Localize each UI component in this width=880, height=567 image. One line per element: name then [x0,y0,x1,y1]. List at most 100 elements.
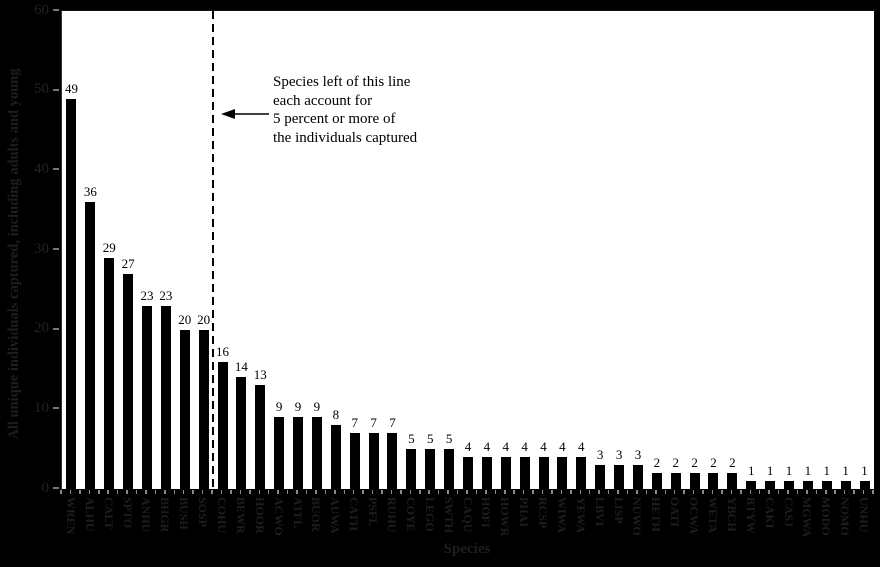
bar-value-label: 1 [804,463,812,479]
bar-value-label: 7 [351,415,358,431]
x-tick [447,490,449,494]
x-tick-label: UNHU [857,497,872,533]
x-tick-label: LBVI [592,497,607,527]
x-tick [437,490,440,494]
bar [500,457,511,489]
y-tick [53,407,59,410]
x-tick [645,490,648,494]
x-tick [352,490,355,494]
x-tick [371,490,374,494]
bar [123,273,134,489]
x-tick [428,490,430,494]
bar-value-label: 1 [785,463,793,479]
x-tick-label: BEWR [233,497,248,534]
x-tick [419,490,421,494]
bar [746,481,757,489]
bar [727,473,738,489]
x-tick [504,490,506,494]
x-tick [617,490,619,494]
x-tick [834,490,836,494]
bar-value-label: 3 [634,447,642,463]
bar [330,425,341,489]
x-tick [843,490,846,494]
bar-value-label: 20 [197,311,211,327]
bar [614,465,625,489]
bar [293,417,304,489]
x-tick-label: HOFI [479,497,494,528]
x-tick [692,490,695,494]
x-tick-label: PHAI [517,497,532,527]
x-tick-label: SPTO [120,497,135,529]
bar [179,329,190,489]
x-tick [182,490,185,494]
x-tick-label: ACWO [271,497,286,536]
x-tick-label: ALHU [82,497,97,532]
x-tick-label: SWTH [441,497,456,534]
x-tick [740,490,742,494]
x-tick-label: HETH [649,497,664,532]
x-tick-label: YEWA [573,497,588,534]
x-tick [588,490,591,494]
x-tick [409,490,412,494]
x-tick [164,490,166,494]
x-tick [522,490,525,494]
plot-area: Species left of this line each account f… [61,10,876,491]
x-tick [796,490,799,494]
x-tick [560,490,563,494]
bar [425,449,436,489]
x-tick-label: BHGR [158,497,173,533]
bar [368,433,379,489]
x-tick [730,490,733,494]
bar-value-label: 1 [766,463,774,479]
bar-value-label: 16 [216,343,229,359]
bar-value-label: 3 [615,447,623,463]
bar-value-label: 3 [596,447,604,463]
x-tick [570,490,572,494]
x-tick [211,490,213,494]
x-tick [362,490,364,494]
x-tick [381,490,383,494]
x-tick [872,490,874,494]
bar-value-label: 13 [253,367,267,383]
x-tick [277,490,279,494]
x-tick-label: MGWA [800,497,815,537]
bar-value-label: 14 [234,359,248,375]
x-tick-label: CASJ [781,497,796,528]
bar-value-label: 1 [861,463,868,479]
y-tick-label: 10 [34,399,49,416]
x-tick [664,490,667,494]
x-tick-label: CAKI [762,497,777,529]
bar-value-label: 4 [464,439,472,455]
x-tick-label: RUHU [384,497,399,533]
x-tick [239,490,242,494]
x-tick-label: CATH [347,497,362,531]
bar [557,457,568,489]
bar [595,465,606,489]
x-tick-label: HOOR [252,497,267,534]
x-tick [116,490,119,494]
x-tick [711,490,714,494]
x-tick [249,490,251,494]
arrow-icon [221,109,269,119]
bar [632,465,643,489]
x-tick-label: OATI [668,497,683,527]
x-tick [598,490,600,494]
x-tick [541,490,544,494]
x-tick-label: WREN [63,497,78,535]
bar [311,417,322,489]
y-tick [53,168,59,171]
x-tick-label: RCSP [536,497,551,529]
y-tick-label: 30 [34,240,49,257]
x-tick-label: COYE [403,497,418,532]
bar [255,385,266,489]
x-tick [79,490,81,494]
x-tick [390,490,393,494]
bar [217,361,228,489]
x-tick [485,490,487,494]
x-tick [806,490,808,494]
x-tick [607,490,610,494]
bar-value-label: 8 [332,407,340,423]
bar [274,417,285,489]
y-tick [53,9,59,11]
